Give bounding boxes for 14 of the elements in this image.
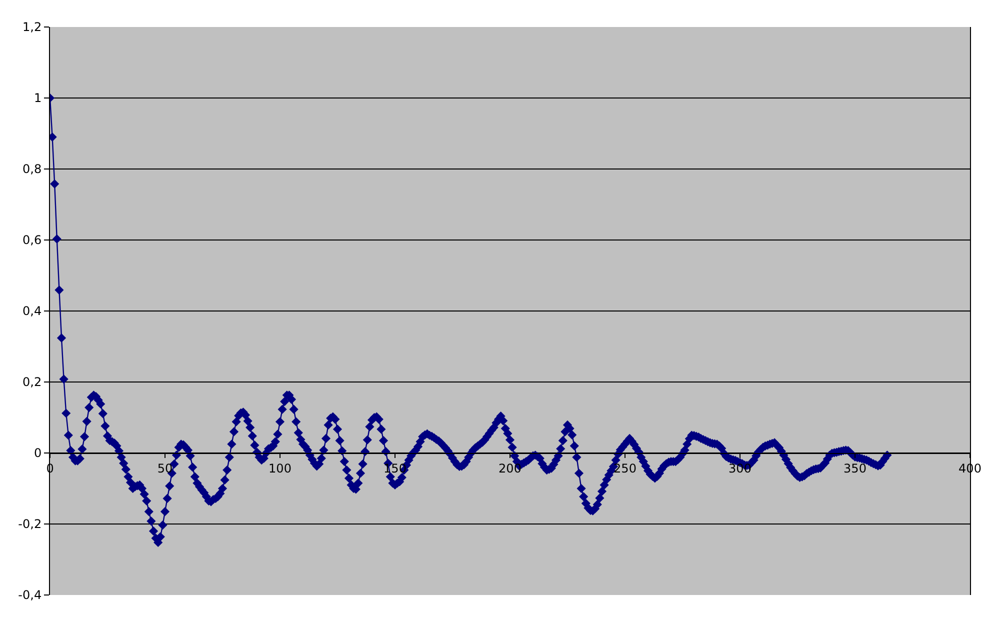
y-tick-label: 0,2 [22, 375, 42, 390]
y-tick-label: 0,8 [22, 162, 42, 176]
x-tick-label: 100 [268, 461, 292, 476]
y-tick-label: 0,6 [22, 233, 42, 248]
x-tick-label: 50 [157, 461, 173, 476]
y-tick-label: 1,2 [22, 20, 42, 34]
y-tick-label: 0,4 [22, 304, 42, 318]
x-tick-label: 350 [844, 461, 866, 476]
y-tick-label: 1 [34, 91, 42, 106]
y-tick-label: 0 [34, 446, 42, 460]
x-tick-label: 300 [728, 461, 752, 476]
y-tick-label: -0,2 [18, 517, 42, 532]
y-tick-label: -0,4 [18, 588, 42, 602]
x-tick-label: 200 [498, 461, 522, 476]
